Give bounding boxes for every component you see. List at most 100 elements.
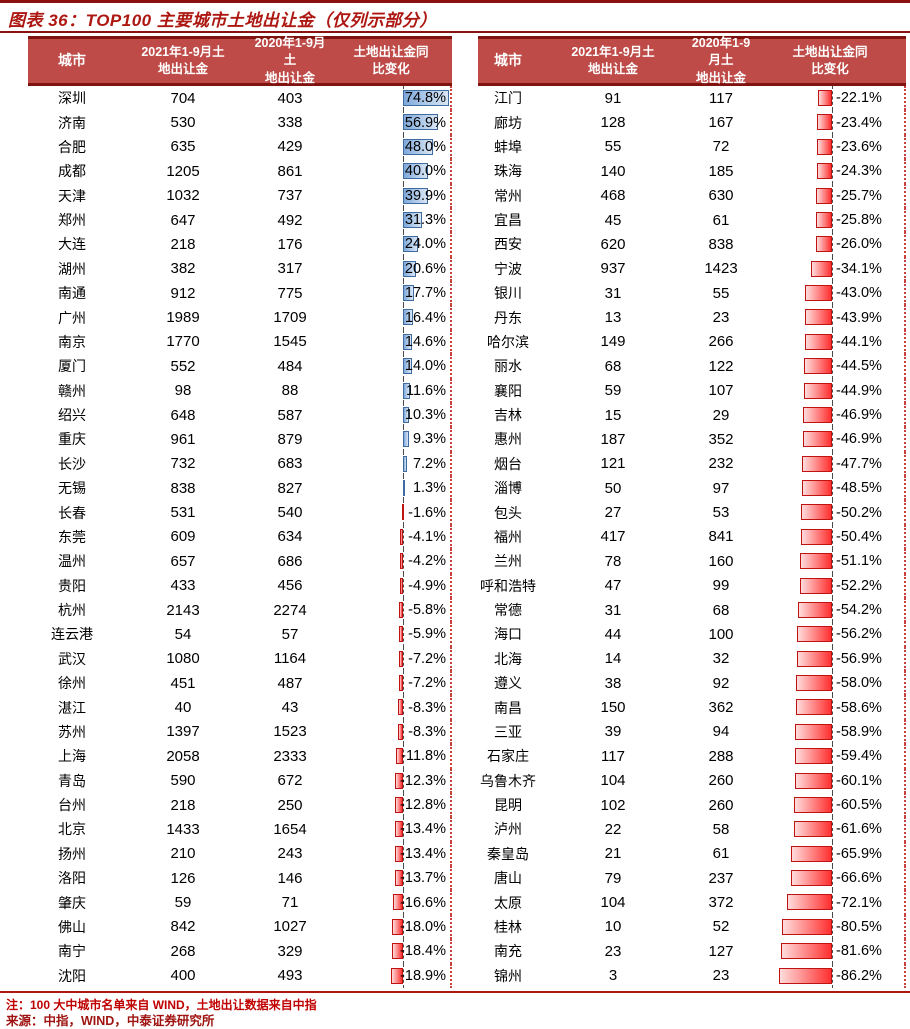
value-2020-cell: 100 — [708, 625, 734, 643]
city-cell: 佛山 — [58, 918, 86, 935]
value-2020-cell: 92 — [712, 674, 730, 692]
value-2021-cell: 620 — [600, 235, 626, 253]
change-label: -8.3% — [408, 723, 446, 740]
table-row: 广州 1989 1709 16.4% — [28, 305, 452, 330]
table-row: 桂林 10 52 -80.5% — [478, 914, 906, 940]
zero-axis-line — [832, 817, 833, 842]
zero-axis-line — [832, 963, 833, 988]
change-cell: -60.5% — [754, 792, 906, 818]
change-cell: -44.9% — [754, 378, 906, 403]
change-label: -26.0% — [836, 236, 882, 253]
change-cell: 24.0% — [330, 232, 452, 257]
column-header-2020: 2020年1-9月土 地出让金 — [688, 36, 754, 85]
change-bar — [804, 382, 832, 399]
change-cell: -25.7% — [754, 183, 906, 208]
change-bar — [802, 431, 832, 448]
city-cell: 连云港 — [51, 626, 93, 643]
table-row: 襄阳 59 107 -44.9% — [478, 378, 906, 403]
change-cell: -5.8% — [330, 597, 452, 623]
change-cell: -60.1% — [754, 768, 906, 793]
value-2021-cell: 45 — [604, 211, 622, 229]
change-cell: 7.2% — [330, 451, 452, 476]
change-bar — [798, 601, 832, 618]
zero-axis-line — [403, 744, 404, 769]
value-2021-cell: 79 — [604, 869, 622, 887]
table-row: 常德 31 68 -54.2% — [478, 597, 906, 623]
zero-axis-line — [403, 524, 404, 550]
city-cell: 长沙 — [58, 455, 86, 472]
zero-axis-line — [403, 963, 404, 988]
value-2021-cell: 27 — [604, 504, 622, 522]
value-2021-cell: 55 — [604, 138, 622, 156]
city-cell: 郑州 — [58, 212, 86, 229]
zero-axis-line — [403, 768, 404, 793]
value-2020-cell: 43 — [281, 699, 299, 717]
change-cell: -46.9% — [754, 402, 906, 428]
value-2020-cell: 841 — [708, 528, 734, 546]
change-label: -80.5% — [836, 918, 882, 935]
column-header-2021: 2021年1-9月土 地出让金 — [116, 39, 250, 83]
change-label: -59.4% — [836, 748, 882, 765]
table-row: 烟台 121 232 -47.7% — [478, 451, 906, 476]
table-row: 珠海 140 185 -24.3% — [478, 159, 906, 184]
change-label: -58.9% — [836, 723, 882, 740]
table-row: 合肥 635 429 48.0% — [28, 134, 452, 160]
change-cell: -34.1% — [754, 256, 906, 281]
change-cell: 1.3% — [330, 476, 452, 501]
value-2021-cell: 530 — [170, 114, 196, 132]
value-2020-cell: 52 — [712, 918, 730, 936]
change-bar — [403, 211, 423, 228]
change-label: -22.1% — [836, 90, 882, 107]
zero-axis-line — [832, 744, 833, 769]
left-table-body: 深圳 704 403 74.8% 济南 530 338 56.9% 合肥 635 429 48.0% 成… — [28, 86, 452, 988]
value-2021-cell: 3 — [608, 967, 618, 985]
change-cell: -24.3% — [754, 159, 906, 184]
city-cell: 呼和浩特 — [480, 577, 536, 594]
change-label: 31.3% — [404, 212, 446, 229]
change-cell: -22.1% — [754, 86, 906, 111]
value-2020-cell: 686 — [277, 552, 303, 570]
value-2020-cell: 2333 — [273, 747, 307, 765]
change-label: 10.3% — [404, 407, 446, 424]
value-2020-cell: 634 — [277, 528, 303, 546]
city-cell: 兰州 — [494, 553, 522, 570]
change-bar — [817, 114, 832, 131]
value-2021-cell: 121 — [600, 455, 626, 473]
zero-axis-line — [403, 914, 404, 940]
value-2021-cell: 1205 — [166, 162, 200, 180]
change-bar — [403, 285, 414, 301]
change-cell: -7.2% — [330, 671, 452, 696]
column-header-2021-line1: 2021年1-9月土 — [141, 44, 225, 59]
change-label: -24.3% — [836, 163, 882, 180]
city-cell: 杭州 — [58, 602, 86, 619]
zero-axis-line — [832, 573, 833, 598]
change-bar — [810, 260, 832, 277]
change-cell: 31.3% — [330, 207, 452, 233]
zero-axis-line — [403, 573, 404, 598]
table-row: 大连 218 176 24.0% — [28, 232, 452, 257]
zero-axis-line — [832, 914, 833, 940]
value-2020-cell: 879 — [277, 430, 303, 448]
table-row: 蚌埠 55 72 -23.6% — [478, 134, 906, 160]
change-cell: -4.2% — [330, 549, 452, 574]
change-label: 40.0% — [404, 163, 446, 180]
change-cell: -59.4% — [754, 744, 906, 769]
city-cell: 淄博 — [494, 480, 522, 497]
change-cell: -23.6% — [754, 134, 906, 160]
value-2020-cell: 838 — [708, 235, 734, 253]
value-2020-cell: 23 — [712, 967, 730, 985]
value-2020-cell: 53 — [712, 504, 730, 522]
value-2020-cell: 185 — [708, 162, 734, 180]
value-2020-cell: 266 — [708, 333, 734, 351]
change-label: -4.9% — [408, 577, 446, 594]
value-2020-cell: 317 — [277, 260, 303, 278]
value-2021-cell: 635 — [170, 138, 196, 156]
change-label: -54.2% — [836, 602, 882, 619]
change-bar — [403, 90, 450, 106]
city-cell: 海口 — [494, 626, 522, 643]
zero-axis-line — [832, 695, 833, 720]
change-label: -44.5% — [836, 358, 882, 375]
city-cell: 江门 — [494, 90, 522, 107]
value-2020-cell: 1523 — [273, 723, 307, 741]
zero-axis-line — [403, 695, 404, 720]
